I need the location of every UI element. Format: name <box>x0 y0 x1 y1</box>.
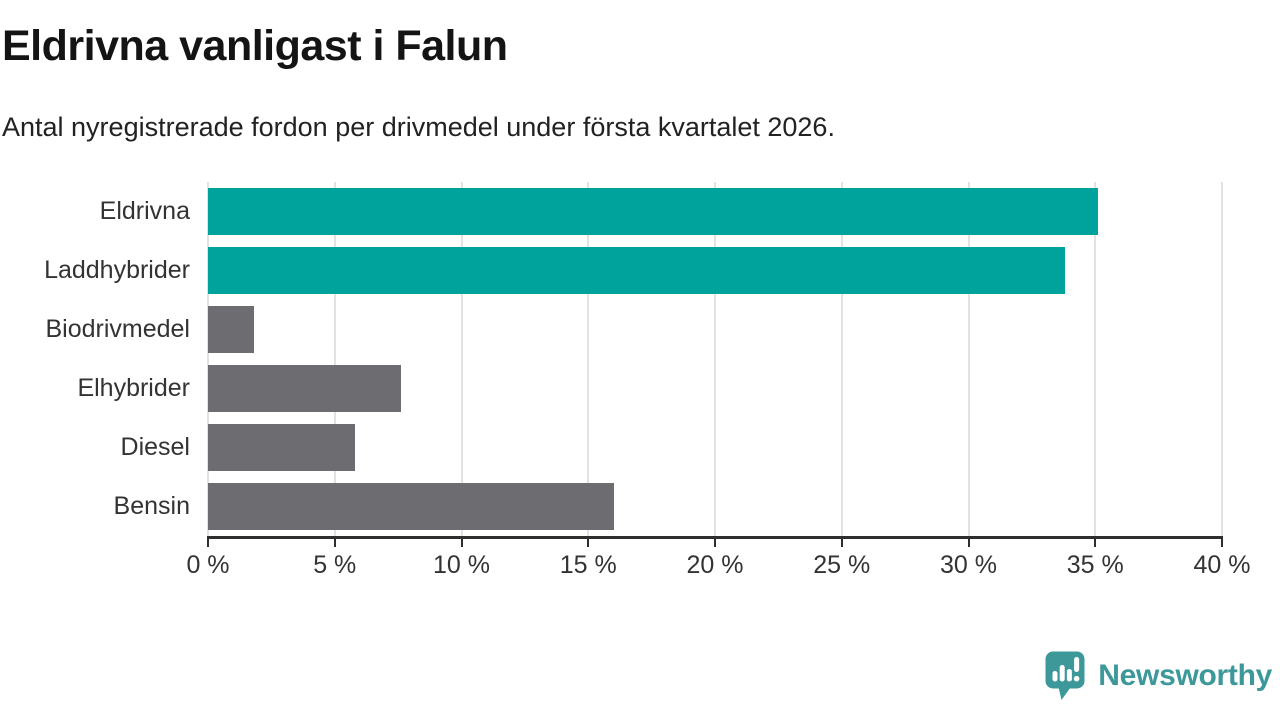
gridline-25 <box>840 182 843 536</box>
gridline-5 <box>333 182 336 536</box>
category-label-laddhybrider: Laddhybrider <box>44 256 190 284</box>
category-label-biodrivmedel: Biodrivmedel <box>45 315 190 343</box>
category-label-bensin: Bensin <box>113 492 190 520</box>
gridline-10 <box>460 182 463 536</box>
x-tick-label-25: 25 % <box>813 551 871 579</box>
category-label-diesel: Diesel <box>120 433 190 461</box>
x-tick-label-35: 35 % <box>1066 551 1124 579</box>
bar-eldrivna <box>208 188 1098 235</box>
plot-area <box>207 182 1223 536</box>
x-tick-20 <box>714 536 716 547</box>
chart-subtitle: Antal nyregistrerade fordon per drivmede… <box>2 112 835 142</box>
newsworthy-logo[interactable]: Newsworthy <box>1044 650 1272 702</box>
bars <box>208 182 1222 536</box>
bar-row-biodrivmedel <box>208 300 1222 359</box>
x-tick-35 <box>1094 536 1097 547</box>
bar-row-diesel <box>208 418 1222 477</box>
gridline-15 <box>587 182 590 536</box>
x-tick-label-15: 15 % <box>559 551 617 579</box>
newsworthy-speech-bubble-icon <box>1045 651 1085 700</box>
bar-laddhybrider <box>208 247 1065 294</box>
x-tick-0 <box>207 536 209 547</box>
x-tick-label-30: 30 % <box>940 551 997 579</box>
x-tick-label-0: 0 % <box>186 551 230 579</box>
x-tick-25 <box>840 536 843 547</box>
bar-bensin <box>208 483 614 530</box>
x-tick-15 <box>587 536 590 547</box>
x-tick-10 <box>460 536 463 547</box>
bar-row-bensin <box>208 477 1222 536</box>
x-tick-label-20: 20 % <box>686 551 744 579</box>
x-tick-5 <box>333 536 336 547</box>
category-axis: Eldrivna Laddhybrider Biodrivmedel Elhybrid… <box>0 182 190 536</box>
gridline-40 <box>1221 182 1223 536</box>
page-title: Eldrivna vanligast i Falun <box>2 22 508 70</box>
gridline-30 <box>967 182 970 536</box>
x-tick-40 <box>1221 536 1223 547</box>
bar-row-elhybrider <box>208 359 1222 418</box>
x-tick-30 <box>967 536 970 547</box>
gridline-20 <box>714 182 716 536</box>
x-axis: 0 % 5 % 10 % 15 % 20 % 25 % 30 % 35 % 40 % <box>186 536 1250 580</box>
newsworthy-wordmark: Newsworthy <box>1098 659 1272 692</box>
x-tick-label-40: 40 % <box>1193 551 1251 579</box>
category-label-elhybrider: Elhybrider <box>77 374 190 402</box>
gridline-35 <box>1094 182 1097 536</box>
bar-diesel <box>208 424 356 471</box>
category-label-eldrivna: Eldrivna <box>99 197 190 225</box>
bar-elhybrider <box>208 365 401 412</box>
x-tick-label-10: 10 % <box>433 551 490 579</box>
bar-row-eldrivna <box>208 182 1222 241</box>
bar-row-laddhybrider <box>208 241 1222 300</box>
bar-biodrivmedel <box>208 306 254 353</box>
gridline-0 <box>207 182 209 536</box>
x-tick-label-5: 5 % <box>313 551 357 579</box>
